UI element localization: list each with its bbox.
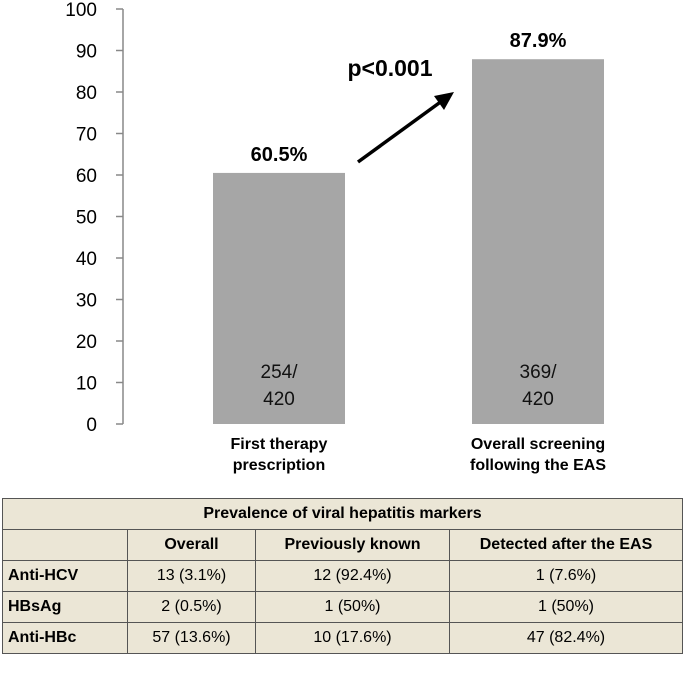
trend-arrow [356, 96, 448, 164]
bar [472, 59, 604, 425]
p-value-label: p<0.001 [347, 55, 432, 81]
category-label: Overall screening following the EAS [470, 436, 606, 474]
y-tick-label: 80 [76, 83, 97, 104]
bar-value-label: 60.5% [251, 144, 308, 166]
y-tick-label: 100 [65, 0, 97, 21]
y-tick-label: 20 [76, 332, 97, 353]
table-cell: 57 (13.6%) [127, 622, 256, 654]
table-cell: 10 (17.6%) [255, 622, 450, 654]
table-cell: 1 (50%) [255, 591, 450, 623]
arrow-head-icon [434, 92, 454, 110]
table-row: HBsAg 2 (0.5%) 1 (50%) 1 (50%) [2, 591, 683, 623]
table-cell: 13 (3.1%) [127, 560, 256, 592]
hepatitis-markers-table: Prevalence of viral hepatitis markers Ov… [2, 498, 683, 654]
row-label: Anti-HCV [2, 560, 128, 592]
category-labels: First therapy prescription Overall screeni… [231, 436, 607, 474]
table-row: Anti-HBc 57 (13.6%) 10 (17.6%) 47 (82.4%… [2, 622, 683, 654]
bar-chart: 0 10 20 30 40 50 60 70 80 90 100 60.5% 254/420 87.9%… [65, 0, 607, 474]
header-detected-after-eas: Detected after the EAS [449, 529, 683, 561]
table-cell: 1 (50%) [449, 591, 683, 623]
table-title-row: Prevalence of viral hepatitis markers [2, 498, 683, 530]
table-title: Prevalence of viral hepatitis markers [2, 498, 683, 530]
y-tick-label: 30 [76, 291, 97, 312]
table-cell: 12 (92.4%) [255, 560, 450, 592]
bar-value-label: 87.9% [510, 30, 567, 52]
row-label: Anti-HBc [2, 622, 128, 654]
row-label: HBsAg [2, 591, 128, 623]
header-empty [2, 529, 128, 561]
y-tick-label: 50 [76, 208, 97, 229]
bar-count-label: 369/420 [520, 362, 558, 410]
y-tick-label: 70 [76, 125, 97, 146]
y-tick-label: 60 [76, 166, 97, 187]
y-tick-label: 90 [76, 42, 97, 63]
bars [213, 59, 604, 425]
table-cell: 1 (7.6%) [449, 560, 683, 592]
data-labels: 60.5% 254/420 87.9% 369/420 [251, 30, 567, 410]
bar [213, 172, 345, 424]
table-cell: 47 (82.4%) [449, 622, 683, 654]
y-axis: 0 10 20 30 40 50 60 70 80 90 100 [65, 0, 124, 436]
bar-count-label: 254/420 [261, 362, 299, 410]
category-label: First therapy prescription [231, 436, 328, 474]
y-tick-label: 40 [76, 249, 97, 270]
header-overall: Overall [127, 529, 256, 561]
table-cell: 2 (0.5%) [127, 591, 256, 623]
header-previously-known: Previously known [255, 529, 450, 561]
y-tick-label: 10 [76, 374, 97, 395]
table-header-row: Overall Previously known Detected after … [2, 529, 683, 561]
table-row: Anti-HCV 13 (3.1%) 12 (92.4%) 1 (7.6%) [2, 560, 683, 592]
significance-annotation: p<0.001 [347, 55, 454, 164]
y-tick-label: 0 [86, 415, 97, 436]
